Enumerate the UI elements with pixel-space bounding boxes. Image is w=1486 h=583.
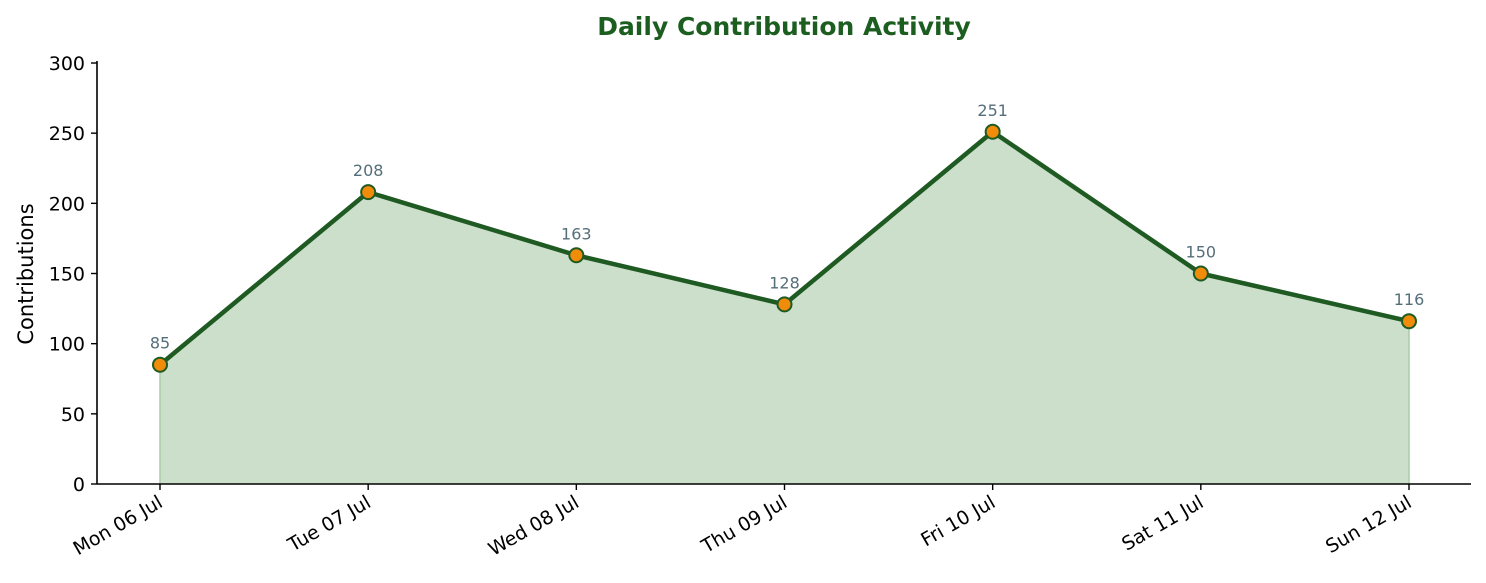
x-tick-label: Fri 10 Jul	[917, 491, 999, 551]
data-label: 116	[1394, 290, 1425, 309]
y-tick-label: 300	[49, 53, 85, 75]
y-tick-label: 200	[49, 193, 85, 215]
x-tick-label: Mon 06 Jul	[70, 491, 167, 560]
y-tick-label: 150	[49, 264, 85, 286]
x-tick-label: Tue 07 Jul	[283, 491, 374, 556]
x-tick-label: Sat 11 Jul	[1118, 491, 1207, 555]
data-label: 150	[1186, 243, 1217, 262]
data-point-marker	[1401, 313, 1417, 330]
y-tick-label: 0	[73, 474, 85, 496]
data-point-marker	[568, 247, 585, 264]
chart-title: Daily Contribution Activity	[597, 12, 971, 41]
x-tick-label: Thu 09 Jul	[697, 491, 791, 558]
data-label: 128	[769, 273, 800, 292]
plot-area: 0 50 100 150 200 250 300 Mon 06 Jul Tue 07 Jul We…	[49, 53, 1471, 561]
x-tick-label: Sun 12 Jul	[1322, 491, 1416, 558]
y-axis-label: Contributions	[14, 203, 38, 344]
data-label: 251	[977, 101, 1008, 120]
data-label: 163	[561, 224, 592, 243]
data-label: 208	[353, 161, 384, 180]
data-point-marker	[360, 184, 377, 201]
x-tick-label: Wed 08 Jul	[485, 491, 583, 560]
y-tick-label: 50	[61, 404, 85, 426]
data-point-marker	[984, 123, 1001, 140]
data-label: 85	[150, 334, 170, 353]
data-point-marker	[776, 296, 793, 313]
y-tick-label: 250	[49, 123, 85, 145]
data-point-marker	[152, 356, 168, 373]
y-tick-label: 100	[49, 334, 85, 356]
data-point-marker	[1192, 265, 1209, 282]
